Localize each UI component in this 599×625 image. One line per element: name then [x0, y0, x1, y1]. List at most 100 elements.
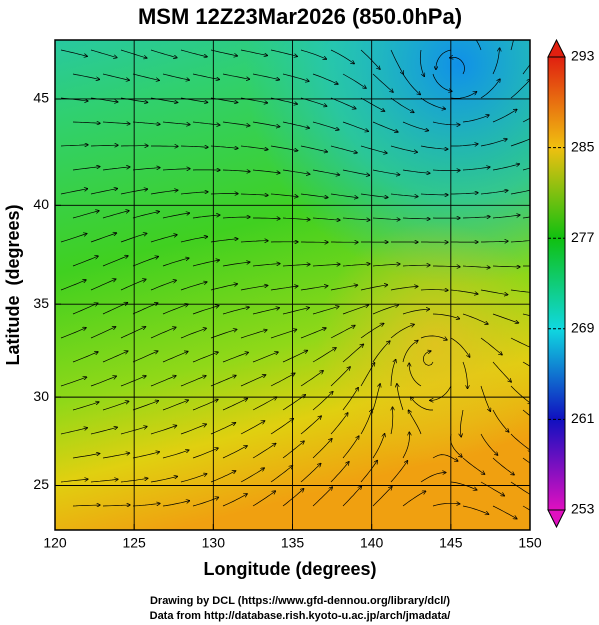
streamline: [252, 308, 279, 315]
streamline: [252, 397, 277, 411]
streamline: [430, 385, 452, 400]
streamline: [252, 73, 279, 80]
streamline: [150, 235, 177, 243]
streamline: [222, 121, 250, 126]
streamline: [102, 211, 129, 219]
streamline: [72, 122, 100, 123]
streamline: [270, 193, 298, 197]
streamline: [240, 285, 268, 291]
x-tick-label: 150: [518, 535, 542, 551]
streamline: [432, 121, 460, 125]
streamline: [162, 121, 190, 125]
streamline: [270, 466, 293, 483]
streamline: [240, 145, 268, 150]
streamline: [102, 167, 130, 171]
streamline: [180, 376, 206, 387]
streamline: [162, 450, 189, 459]
streamline: [402, 491, 426, 507]
streamline: [120, 279, 146, 291]
title: MSM 12Z23Mar2026 (850.0hPa): [138, 4, 462, 29]
streamline: [522, 457, 530, 464]
streamline: [480, 289, 508, 295]
streamline: [222, 352, 248, 363]
streamline: [342, 388, 358, 411]
streamline: [282, 169, 310, 174]
streamline: [492, 48, 500, 75]
streamline: [222, 446, 247, 459]
streamline: [342, 264, 370, 267]
streamline: [462, 167, 490, 171]
streamline: [162, 352, 188, 363]
streamline: [420, 145, 448, 149]
streamline: [330, 193, 358, 198]
streamline: [480, 481, 504, 496]
streamline: [330, 145, 357, 153]
streamline: [510, 289, 530, 293]
streamline: [240, 468, 264, 483]
streamline: [72, 73, 100, 79]
streamline: [150, 190, 178, 195]
streamline: [162, 400, 188, 411]
streamline: [270, 286, 298, 291]
streamline: [270, 419, 293, 435]
streamline: [510, 433, 530, 451]
streamline: [420, 290, 448, 291]
streamline: [72, 167, 100, 171]
streamline: [252, 169, 280, 173]
streamline: [162, 169, 190, 170]
streamline: [240, 194, 268, 195]
streamline: [240, 330, 267, 339]
streamline: [360, 97, 385, 111]
x-tick-label: 125: [122, 535, 146, 551]
streamline: [372, 487, 392, 507]
streamline: [462, 266, 490, 268]
streamline: [253, 218, 280, 219]
streamline: [342, 73, 366, 88]
streamline: [450, 337, 470, 357]
streamline: [432, 454, 458, 462]
streamline: [510, 138, 530, 147]
x-tick-label: 140: [360, 535, 384, 551]
streamline: [222, 399, 247, 411]
streamline: [450, 92, 477, 99]
streamline: [312, 217, 340, 220]
streamline: [180, 237, 208, 243]
streamline: [90, 233, 117, 243]
streamline: [132, 168, 160, 171]
streamline: [162, 304, 188, 315]
streamline: [150, 280, 176, 291]
streamline: [420, 97, 445, 109]
streamline: [510, 189, 530, 195]
x-tick-label: 130: [202, 535, 226, 551]
streamline: [492, 109, 517, 123]
colorbar-tick-label: 293: [571, 48, 595, 64]
streamline: [192, 73, 219, 80]
streamline: [522, 505, 530, 511]
streamline: [522, 216, 530, 219]
streamline: [522, 63, 530, 75]
streamline: [150, 426, 177, 435]
streamline: [419, 49, 424, 76]
streamline: [390, 145, 417, 152]
streamline: [391, 407, 393, 435]
streamline: [450, 57, 465, 75]
streamline: [411, 397, 433, 411]
streamline: [312, 306, 339, 315]
streamline: [90, 49, 117, 58]
streamline: [372, 264, 400, 267]
streamline: [252, 121, 280, 127]
streamline: [60, 479, 88, 483]
map-area: [55, 40, 530, 530]
streamline: [432, 503, 460, 507]
streamline: [132, 452, 159, 459]
streamline: [90, 376, 116, 387]
colorbar-fill: [547, 56, 566, 511]
streamline: [492, 164, 519, 171]
x-tick-label: 135: [281, 535, 305, 551]
streamline: [180, 424, 206, 435]
y-tick-label: 30: [33, 388, 49, 404]
streamline: [372, 218, 400, 220]
streamline: [390, 360, 396, 387]
streamline: [192, 260, 219, 267]
x-axis-label: Longitude (degrees): [203, 559, 376, 579]
